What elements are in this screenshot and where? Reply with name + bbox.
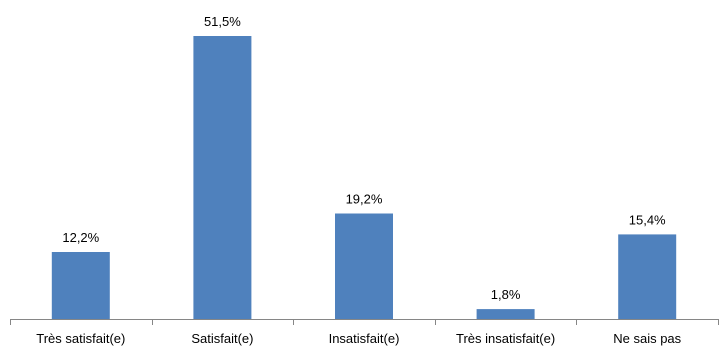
x-axis-ticks-group: [10, 319, 719, 325]
bar-1: [51, 252, 110, 319]
bars-group: [51, 36, 677, 319]
bar-4: [476, 309, 535, 319]
bar-3: [335, 213, 393, 319]
bar-value-label: 15,4%: [629, 212, 666, 227]
bar-value-label: 51,5%: [204, 14, 241, 29]
category-label: Ne sais pas: [613, 331, 681, 346]
category-label: Très insatisfait(e): [456, 331, 555, 346]
category-label: Insatisfait(e): [329, 331, 400, 346]
bar-value-label: 19,2%: [346, 192, 383, 207]
value-labels-group: 12,2% 51,5% 19,2% 1,8% 15,4%: [62, 14, 666, 302]
category-label: Très satisfait(e): [36, 331, 125, 346]
bar-5: [618, 234, 677, 319]
category-labels-group: Très satisfait(e) Satisfait(e) Insatisfait…: [36, 331, 681, 346]
category-label: Satisfait(e): [191, 331, 253, 346]
bar-2: [193, 36, 252, 319]
bar-value-label: 12,2%: [62, 230, 99, 245]
bar-value-label: 1,8%: [491, 287, 521, 302]
